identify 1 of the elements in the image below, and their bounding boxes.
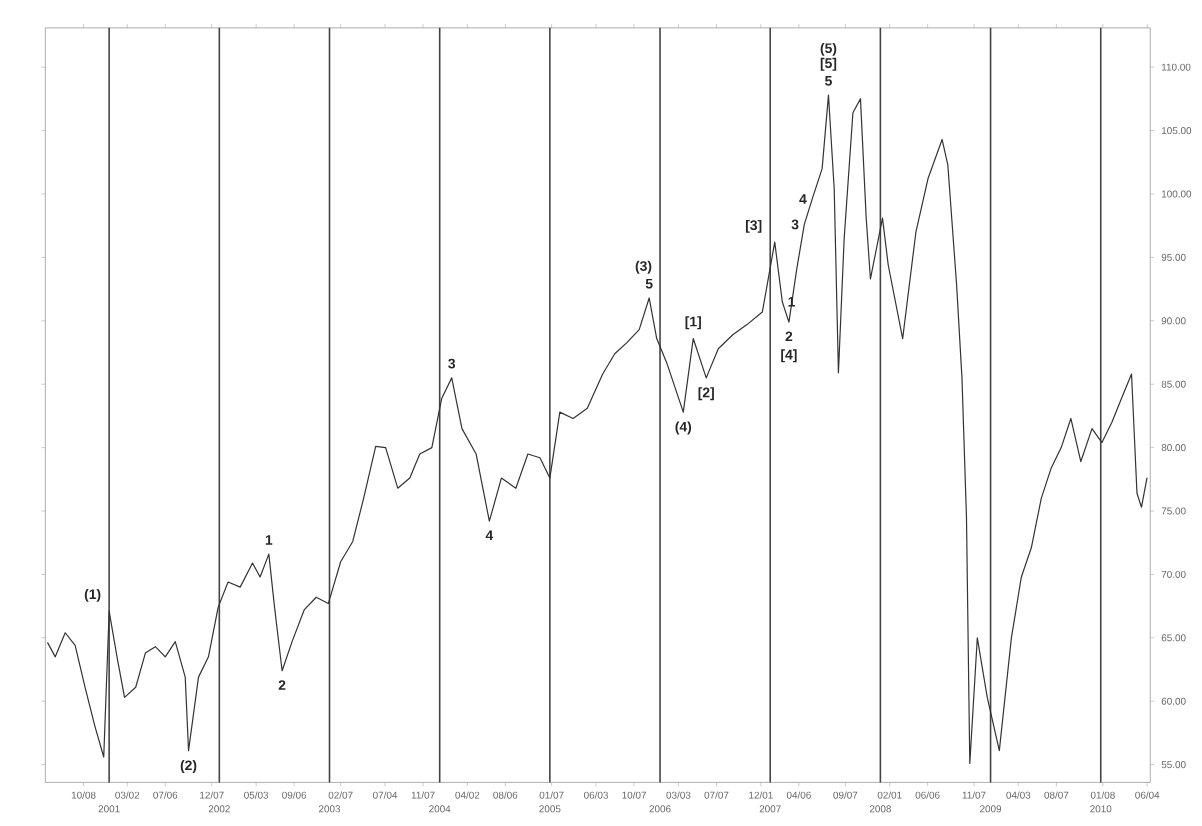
line-series — [47, 94, 1148, 764]
